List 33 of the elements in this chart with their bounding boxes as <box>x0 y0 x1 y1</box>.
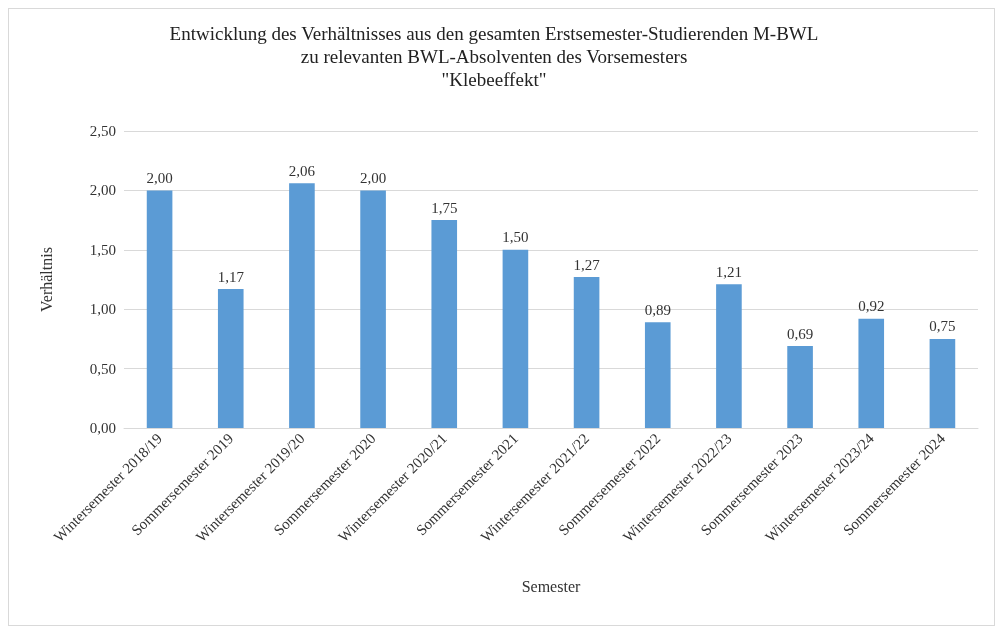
bar <box>431 220 458 428</box>
data-label: 1,27 <box>573 256 601 273</box>
bar <box>360 190 386 428</box>
data-label: 1,50 <box>502 229 529 246</box>
y-axis-title: Verhältnis <box>37 247 55 312</box>
y-tick-label: 2,00 <box>89 182 116 199</box>
data-label: 1,21 <box>715 263 743 280</box>
bar <box>858 318 885 428</box>
data-label: 0,75 <box>929 318 956 335</box>
bar <box>573 277 600 428</box>
bar <box>289 183 315 428</box>
data-label: 2,00 <box>146 169 173 186</box>
y-tick-label: 1,00 <box>89 301 116 318</box>
bar <box>716 284 742 428</box>
y-tick-label: 0,50 <box>89 360 116 377</box>
data-label: 2,00 <box>359 169 387 186</box>
data-label: 1,75 <box>431 199 458 216</box>
bar <box>502 249 529 428</box>
data-label: 0,92 <box>858 298 885 315</box>
chart-title: Entwicklung des Verhältnisses aus den gesamten Erstsemester-Studierenden M-BWL zu relevanten BWL-Absolventen des Vorsemesters "Klebeeffekt" <box>169 23 819 90</box>
y-tick-label: 0,00 <box>89 420 116 436</box>
data-label: 0,89 <box>644 301 671 318</box>
x-axis-title: Semester <box>521 577 581 595</box>
data-label: 0,69 <box>786 325 814 342</box>
data-label: 1,17 <box>217 268 245 285</box>
bar <box>929 338 956 428</box>
bar <box>217 289 244 428</box>
bar <box>644 322 671 428</box>
data-label: 2,06 <box>288 162 316 179</box>
y-tick-label: 1,50 <box>89 241 116 258</box>
bar <box>787 346 813 428</box>
y-tick-label: 2,50 <box>89 123 116 139</box>
bar <box>146 190 173 428</box>
